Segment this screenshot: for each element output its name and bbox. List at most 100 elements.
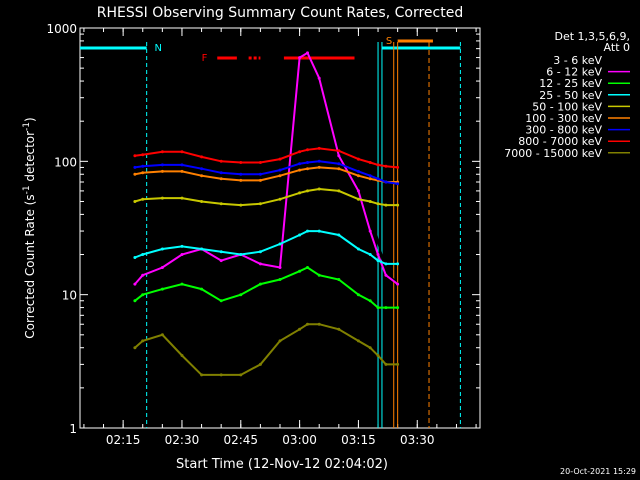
series-point-7 — [239, 161, 243, 164]
series-point-7 — [376, 163, 380, 167]
series-point-7 — [368, 161, 372, 164]
y-tick-label: 1000 — [46, 22, 77, 36]
series-point-3 — [160, 247, 164, 251]
legend-label: 50 - 100 keV — [532, 100, 602, 113]
series-point-3 — [317, 229, 321, 233]
chart-title: RHESSI Observing Summary Count Rates, Co… — [97, 5, 463, 21]
series-point-5 — [368, 177, 372, 181]
series-point-2 — [384, 306, 388, 310]
series-point-8 — [384, 362, 388, 366]
series-point-3 — [141, 253, 145, 256]
y-tick-label: 1 — [69, 422, 77, 436]
series-point-0 — [141, 278, 145, 281]
series-point-8 — [376, 354, 380, 357]
series-point-3 — [133, 256, 137, 259]
series-point-5 — [141, 171, 145, 175]
series-point-8 — [258, 362, 262, 366]
series-point-2 — [376, 306, 380, 310]
series-lines — [133, 51, 400, 377]
legend-label: 6 - 12 keV — [546, 66, 602, 79]
series-point-5 — [219, 177, 223, 181]
series-point-5 — [133, 172, 137, 176]
series-point-0 — [160, 269, 164, 273]
legend-title-1: Det 1,3,5,6,9, — [554, 30, 630, 43]
series-point-6 — [180, 163, 184, 167]
series-line-8 — [134, 323, 398, 376]
y-axis-label: Corrected Count Rate (s-1 detector-1) — [22, 117, 37, 338]
series-point-0 — [317, 96, 321, 100]
series-point-1 — [306, 51, 309, 55]
series-point-2 — [306, 266, 309, 269]
legend-label: 12 - 25 keV — [539, 77, 602, 90]
series-point-7 — [384, 164, 388, 168]
series-point-7 — [160, 150, 164, 154]
series-point-0 — [133, 373, 137, 377]
legend-label: 3 - 6 keV — [553, 54, 602, 67]
series-point-1 — [219, 259, 223, 263]
series-point-0 — [258, 273, 262, 277]
series-point-4 — [306, 189, 309, 193]
series-point-6 — [368, 174, 372, 178]
series-point-8 — [356, 339, 360, 343]
series-point-2 — [356, 293, 360, 297]
legend-title-2: Att 0 — [604, 41, 630, 54]
series-point-3 — [376, 259, 380, 263]
series-point-3 — [337, 233, 341, 237]
series-point-3 — [298, 233, 302, 237]
series-point-1 — [337, 154, 341, 158]
series-point-0 — [368, 206, 372, 210]
series-point-5 — [180, 169, 184, 173]
series-point-8 — [298, 327, 302, 331]
x-tick-label: 02:30 — [165, 433, 200, 447]
series-point-2 — [239, 293, 243, 297]
series-point-4 — [180, 196, 184, 200]
series-point-4 — [376, 202, 380, 206]
legend-label: 7000 - 15000 keV — [504, 147, 602, 160]
series-point-1 — [376, 253, 380, 256]
series-point-8 — [306, 322, 309, 326]
series-point-1 — [384, 273, 388, 277]
series-point-8 — [141, 339, 145, 343]
series-point-2 — [258, 282, 262, 286]
series-point-2 — [200, 287, 204, 291]
series-point-2 — [317, 273, 321, 277]
series-point-8 — [317, 322, 321, 326]
series-point-6 — [160, 163, 164, 167]
timestamp: 20-Oct-2021 15:29 — [560, 467, 636, 476]
y-tick-label: 100 — [54, 155, 77, 169]
series-point-1 — [317, 76, 321, 80]
series-point-6 — [306, 161, 309, 164]
series-point-4 — [396, 203, 400, 207]
series-point-3 — [180, 244, 184, 248]
legend-label: 25 - 50 keV — [539, 89, 602, 102]
series-point-7 — [337, 149, 341, 153]
series-point-0 — [239, 269, 243, 273]
series-line-2 — [134, 266, 398, 309]
flag-label-s: S — [386, 36, 392, 47]
series-line-0 — [133, 75, 399, 375]
series-point-2 — [278, 278, 282, 281]
series-point-6 — [219, 171, 223, 175]
series-point-8 — [278, 339, 282, 343]
series-point-6 — [396, 182, 400, 186]
series-point-0 — [376, 240, 380, 244]
series-line-3 — [134, 230, 398, 265]
series-point-5 — [356, 174, 360, 178]
series-point-1 — [278, 266, 282, 269]
series-point-2 — [133, 299, 137, 303]
series-point-1 — [180, 253, 184, 256]
series-point-8 — [239, 373, 243, 377]
axis-ticks: 02:15 02:30 02:45 03:00 03:15 03:30 1 10 100 1000 — [46, 22, 480, 447]
series-point-7 — [219, 159, 223, 163]
series-point-3 — [306, 229, 309, 233]
series-point-1 — [133, 282, 137, 286]
series-point-7 — [133, 154, 137, 158]
series-point-3 — [258, 250, 262, 254]
series-point-6 — [384, 180, 388, 184]
series-point-1 — [141, 273, 145, 277]
legend-label: 300 - 800 keV — [525, 124, 602, 137]
flag-label-f: F — [202, 53, 208, 64]
x-tick-label: 03:30 — [400, 433, 435, 447]
series-point-5 — [306, 167, 309, 171]
